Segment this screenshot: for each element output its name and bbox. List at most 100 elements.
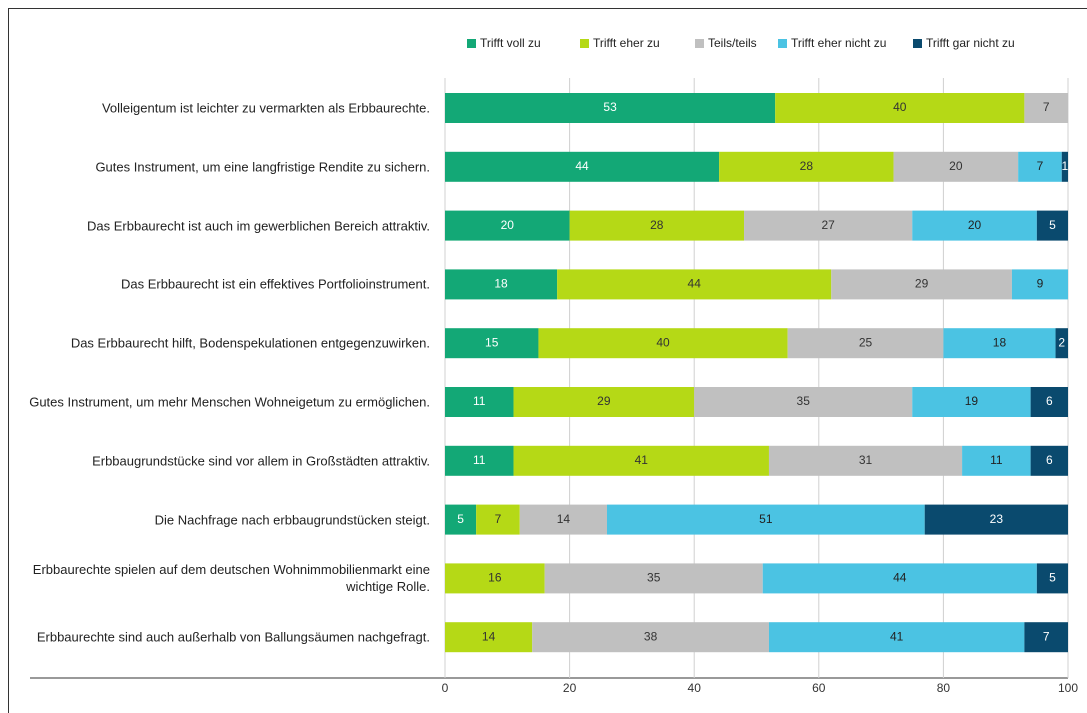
bar-segment bbox=[831, 269, 1012, 300]
bar-segment bbox=[943, 328, 1056, 359]
legend-label: Trifft voll zu bbox=[480, 36, 541, 50]
x-tick-label: 60 bbox=[812, 681, 826, 695]
value-label: 14 bbox=[482, 629, 496, 643]
value-label: 19 bbox=[965, 394, 979, 408]
value-label: 5 bbox=[1049, 218, 1056, 232]
value-label: 40 bbox=[656, 335, 670, 349]
value-label: 6 bbox=[1046, 394, 1053, 408]
bar-segment bbox=[445, 93, 776, 123]
value-label: 11 bbox=[473, 453, 486, 467]
bar-segment bbox=[445, 387, 514, 417]
x-tick-label: 40 bbox=[688, 681, 702, 695]
x-tick-label: 80 bbox=[937, 681, 951, 695]
bar-segment bbox=[719, 151, 894, 182]
value-label: 5 bbox=[1049, 571, 1056, 585]
category-label: Erbbaurechte spielen auf dem deutschen W… bbox=[32, 562, 430, 595]
value-label: 35 bbox=[647, 571, 661, 585]
value-label: 18 bbox=[494, 277, 508, 291]
value-label: 29 bbox=[597, 394, 611, 408]
value-label: 9 bbox=[1037, 277, 1044, 291]
bar-segment bbox=[1024, 622, 1068, 653]
bar-segment bbox=[569, 210, 745, 241]
bar-segment bbox=[694, 387, 913, 417]
bar-segment bbox=[513, 445, 769, 476]
category-label: Gutes Instrument, um mehr Menschen Wohne… bbox=[29, 394, 430, 410]
bar-segment bbox=[445, 328, 539, 359]
bar-segment bbox=[1011, 269, 1068, 300]
value-label: 7 bbox=[1043, 629, 1050, 643]
value-label: 11 bbox=[473, 394, 486, 408]
value-label: 28 bbox=[650, 218, 664, 232]
bar-segment bbox=[1030, 445, 1068, 476]
category-label: Das Erbbaurecht ist auch im gewerblichen… bbox=[87, 218, 430, 234]
bar-segment bbox=[912, 387, 1031, 417]
bar-segment bbox=[768, 445, 963, 476]
bar-segment bbox=[1018, 151, 1062, 182]
bar-segment bbox=[893, 151, 1019, 182]
value-label: 28 bbox=[800, 159, 814, 173]
bar-segment bbox=[1036, 563, 1068, 594]
x-tick-label: 20 bbox=[563, 681, 577, 695]
bar-segment bbox=[476, 504, 520, 535]
value-label: 7 bbox=[495, 512, 502, 526]
value-label: 31 bbox=[859, 453, 873, 467]
value-label: 6 bbox=[1046, 453, 1053, 467]
value-label: 7 bbox=[1037, 159, 1044, 173]
value-label: 44 bbox=[893, 571, 907, 585]
bar-segment bbox=[445, 210, 570, 241]
bar-segment bbox=[445, 622, 533, 653]
category-label: Erbbaugrundstücke sind vor allem in Groß… bbox=[92, 453, 430, 469]
value-label: 41 bbox=[635, 453, 649, 467]
value-label: 11 bbox=[990, 453, 1003, 467]
value-label: 15 bbox=[485, 335, 499, 349]
value-label: 1 bbox=[1062, 159, 1069, 173]
value-label: 20 bbox=[968, 218, 982, 232]
bar-segment bbox=[445, 563, 545, 594]
value-label: 7 bbox=[1043, 100, 1050, 114]
bar-segment bbox=[924, 504, 1068, 535]
bar-segment bbox=[544, 563, 763, 594]
legend-swatch bbox=[580, 39, 589, 48]
value-label: 20 bbox=[949, 159, 963, 173]
bar-segment bbox=[606, 504, 925, 535]
value-label: 5 bbox=[457, 512, 464, 526]
legend-label: Trifft gar nicht zu bbox=[926, 36, 1015, 50]
bar-segment bbox=[519, 504, 607, 535]
value-label: 18 bbox=[993, 335, 1007, 349]
category-label: Das Erbbaurecht hilft, Bodenspekulatione… bbox=[70, 335, 430, 351]
category-label: Das Erbbaurecht ist ein effektives Portf… bbox=[120, 276, 430, 292]
value-label: 38 bbox=[644, 629, 658, 643]
value-label: 25 bbox=[859, 335, 873, 349]
bar-segment bbox=[1024, 93, 1068, 123]
value-label: 41 bbox=[890, 629, 904, 643]
bar-segment bbox=[744, 210, 913, 241]
bar-segment bbox=[445, 445, 514, 476]
value-label: 53 bbox=[603, 100, 617, 114]
value-label: 29 bbox=[915, 277, 929, 291]
bar-segment bbox=[1036, 210, 1068, 241]
bar-segment bbox=[787, 328, 944, 359]
value-label: 16 bbox=[488, 571, 502, 585]
value-label: 27 bbox=[821, 218, 835, 232]
value-label: 44 bbox=[688, 277, 702, 291]
value-label: 44 bbox=[575, 159, 589, 173]
bar-segment bbox=[962, 445, 1031, 476]
bar-segment bbox=[768, 622, 1025, 653]
bar-segment bbox=[1030, 387, 1068, 417]
bar-segment bbox=[912, 210, 1037, 241]
legend-swatch bbox=[695, 39, 704, 48]
bar-segment bbox=[762, 563, 1037, 594]
value-label: 51 bbox=[759, 512, 773, 526]
category-label: Erbbaurechte sind auch außerhalb von Bal… bbox=[36, 629, 430, 645]
category-label: Die Nachfrage nach erbbaugrundstücken st… bbox=[154, 512, 430, 528]
legend-label: Trifft eher zu bbox=[593, 36, 660, 50]
legend-label: Teils/teils bbox=[708, 36, 757, 50]
legend-swatch bbox=[467, 39, 476, 48]
value-label: 35 bbox=[797, 394, 811, 408]
value-label: 20 bbox=[501, 218, 515, 232]
frame bbox=[8, 8, 1087, 713]
bar-segment bbox=[557, 269, 832, 300]
x-tick-label: 0 bbox=[442, 681, 449, 695]
